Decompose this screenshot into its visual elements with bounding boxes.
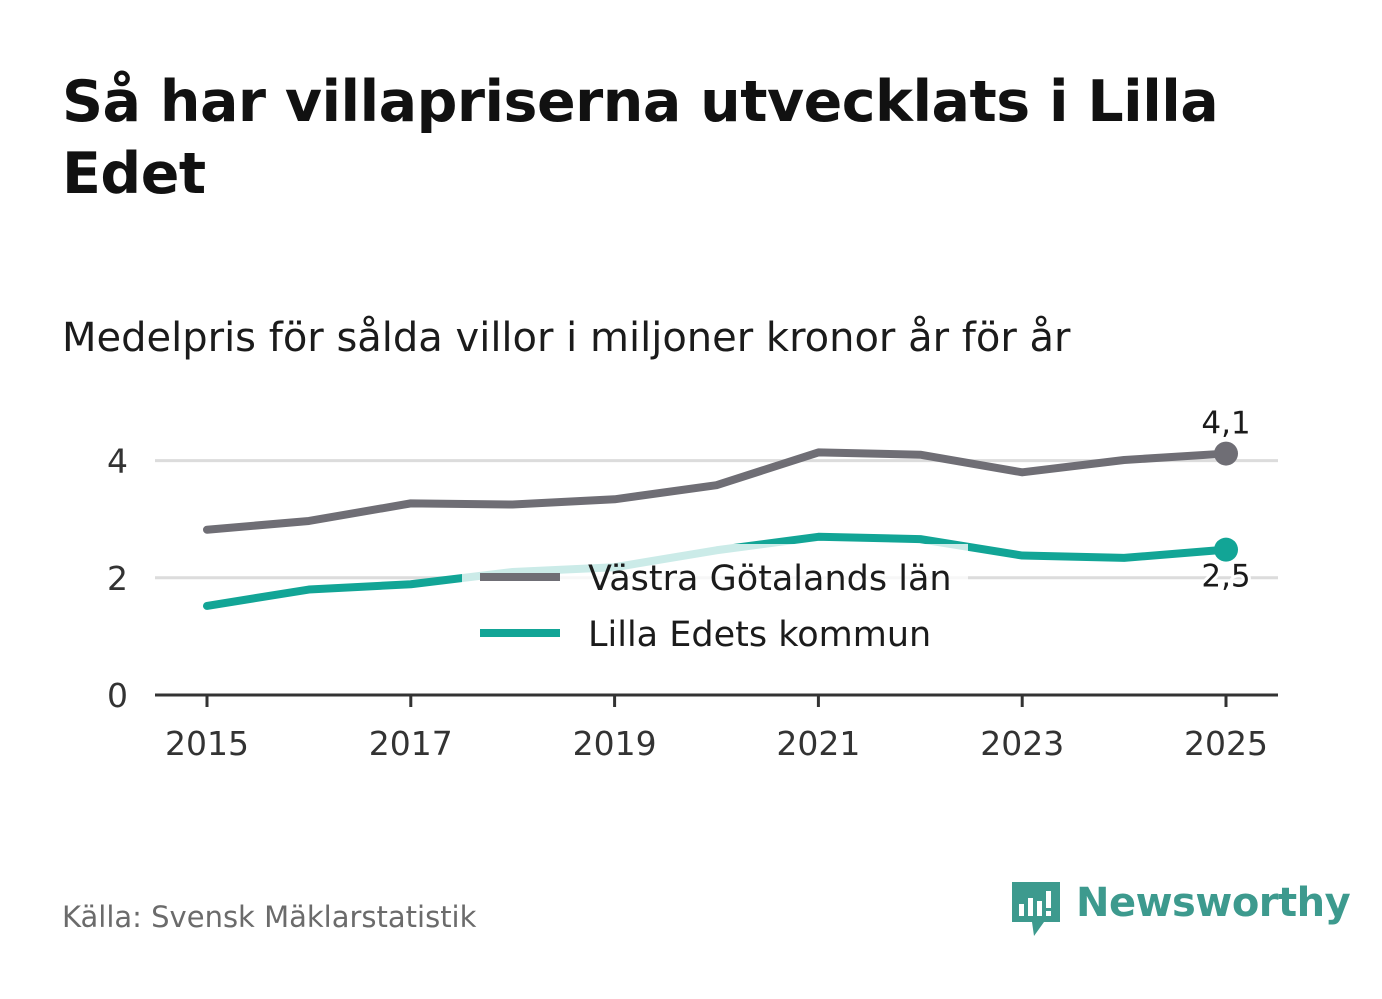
y-tick-label: 0 (107, 676, 128, 715)
y-tick-label: 4 (107, 442, 128, 481)
series-line-0 (203, 448, 1230, 534)
legend-label-0: Västra Götalands län (588, 559, 952, 599)
legend-label-1: Lilla Edets kommun (588, 615, 931, 655)
chart-title: Så har villapriserna utvecklats i Lilla … (62, 69, 1219, 207)
brand-logo[interactable]: Newsworthy (1008, 878, 1351, 944)
line-chart: Västra Götalands län Lilla Edets kommun 0… (107, 403, 1278, 763)
series-end-label-0: 4,1 (1201, 406, 1250, 442)
axes: 0 2 4 2015 2017 2019 2021 2023 2025 (107, 442, 1278, 763)
x-tick-label: 2017 (369, 724, 453, 763)
legend: Västra Götalands län Lilla Edets kommun (462, 544, 968, 666)
x-tick-label: 2019 (573, 724, 657, 763)
series-end-label-1: 2,5 (1201, 559, 1250, 595)
source-note: Källa: Svensk Mäklarstatistik (62, 900, 477, 934)
x-tick-label: 2025 (1184, 724, 1268, 763)
newsworthy-logo-icon (1008, 878, 1064, 944)
series-end-marker-0 (1214, 441, 1238, 466)
y-tick-label: 2 (107, 559, 128, 598)
x-tick-label: 2015 (165, 724, 249, 763)
x-tick-label: 2021 (776, 724, 860, 763)
legend-background (462, 544, 968, 666)
chart-subtitle: Medelpris för sålda villor i miljoner kr… (62, 315, 1071, 361)
end-labels: 4,1 2,5 (1198, 403, 1253, 598)
brand-name: Newsworthy (1076, 880, 1351, 926)
series-end-marker-1 (1214, 537, 1238, 562)
x-tick-label: 2023 (980, 724, 1064, 763)
